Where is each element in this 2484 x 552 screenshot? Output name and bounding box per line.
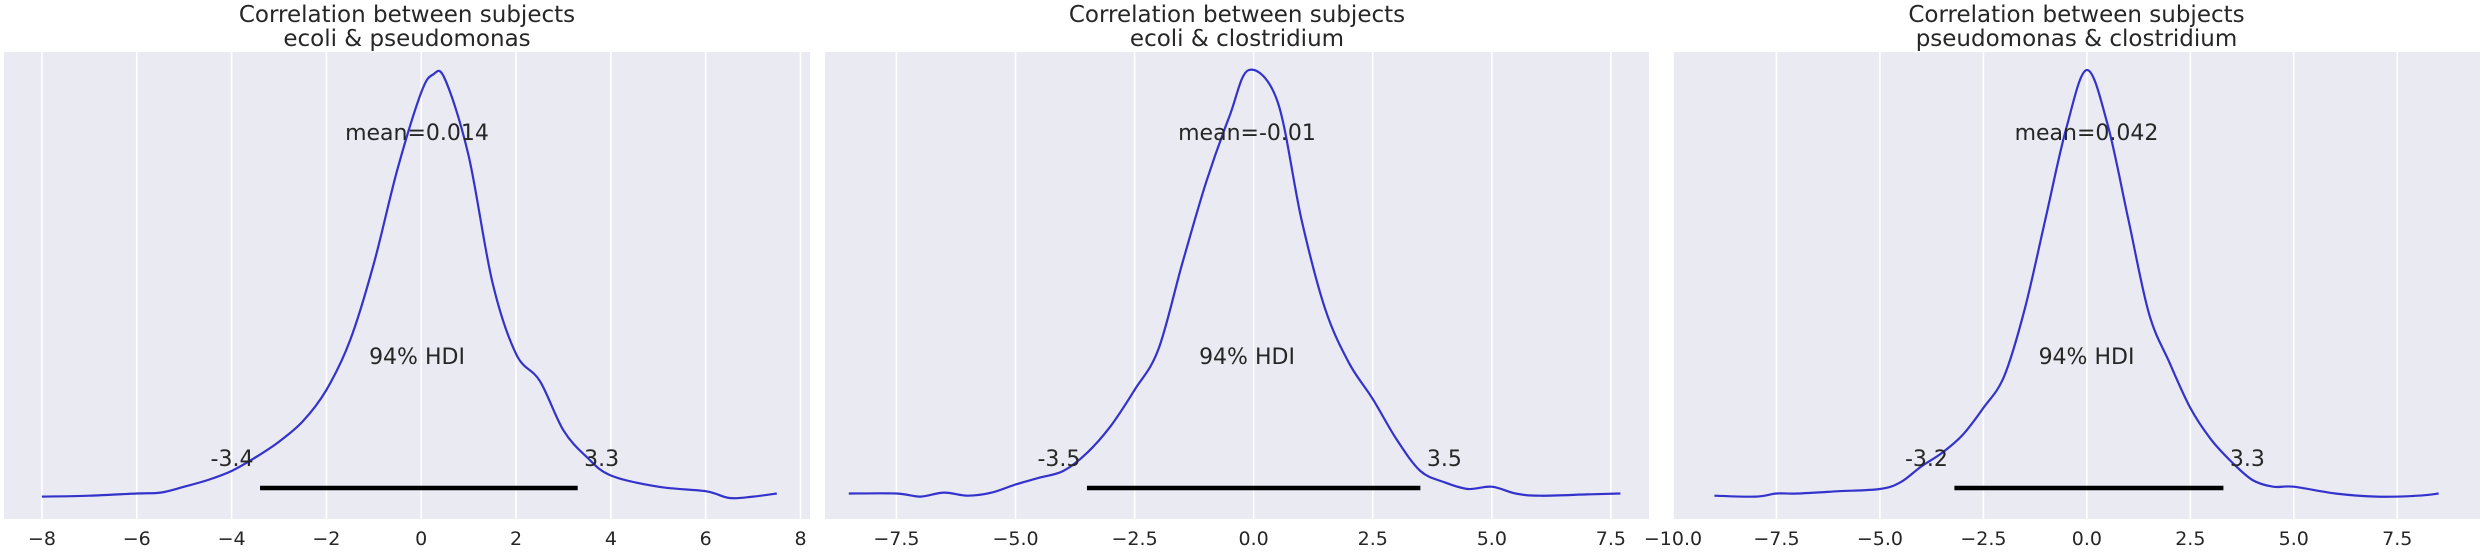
x-tick-label: −7.5 [873, 528, 919, 550]
hdi-lower-label: -3.2 [1905, 447, 1948, 472]
hdi-upper-label: 3.5 [1427, 447, 1462, 472]
density-curve [1714, 68, 2439, 498]
x-tick-label: 8 [794, 528, 806, 550]
mean-label: mean=0.014 [345, 121, 489, 146]
x-tick-label: −8 [28, 528, 56, 550]
x-tick-label: 2.5 [2175, 528, 2205, 550]
x-tick-label: 7.5 [2382, 528, 2412, 550]
mean-label: mean=-0.01 [1178, 121, 1316, 146]
x-tick-label: −10.0 [1644, 528, 1702, 550]
hdi-label: 94% HDI [2039, 345, 2135, 370]
chart-title: Correlation between subjects [239, 2, 575, 28]
hdi-upper-label: 3.3 [2230, 447, 2265, 472]
density-curve [41, 69, 777, 500]
hdi-lower-label: -3.4 [211, 447, 254, 472]
mean-label: mean=0.042 [2015, 121, 2159, 146]
chart-subtitle: ecoli & pseudomonas [283, 26, 530, 52]
x-tick-label: 2.5 [1358, 528, 1388, 550]
x-tick-label: −2 [312, 528, 340, 550]
x-tick-label: −6 [123, 528, 151, 550]
x-tick-label: 5.0 [2279, 528, 2309, 550]
x-tick-label: −2.5 [1960, 528, 2006, 550]
x-tick-label: −7.5 [1753, 528, 1799, 550]
hdi-upper-label: 3.3 [584, 447, 619, 472]
chart-title: Correlation between subjects [1069, 2, 1405, 28]
x-tick-label: −2.5 [1112, 528, 1158, 550]
x-tick-label: 0 [415, 528, 427, 550]
panel-2: −7.5 −5.0 −2.5 0.0 2.5 5.0 7.5 Correlation betw… [825, 2, 1649, 550]
hdi-label: 94% HDI [369, 345, 465, 370]
x-tick-label: 5.0 [1477, 528, 1507, 550]
panel-3: −10.0 −7.5 −5.0 −2.5 0.0 2.5 5.0 7.5 Correlation… [1644, 2, 2480, 550]
chart-title: Correlation between subjects [1908, 2, 2244, 28]
density-curve [848, 68, 1621, 498]
x-tick-label: −4 [218, 528, 246, 550]
x-tick-label: 7.5 [1596, 528, 1626, 550]
x-tick-label: −5.0 [1857, 528, 1903, 550]
plot-area [4, 52, 810, 519]
hdi-lower-label: -3.5 [1037, 447, 1080, 472]
x-tick-label: 2 [510, 528, 522, 550]
panel-1: −8 −6 −4 −2 0 2 4 6 8 Correlation between subject… [4, 2, 810, 550]
x-tick-label: 4 [605, 528, 617, 550]
chart-subtitle: ecoli & clostridium [1130, 26, 1344, 52]
plot-area [825, 52, 1649, 519]
chart-subtitle: pseudomonas & clostridium [1916, 26, 2238, 52]
x-tick-label: 0.0 [1239, 528, 1269, 550]
x-tick-label: −5.0 [992, 528, 1038, 550]
hdi-label: 94% HDI [1199, 345, 1295, 370]
x-tick-label: 0.0 [2072, 528, 2102, 550]
x-tick-label: 6 [700, 528, 712, 550]
plot-area [1673, 52, 2480, 519]
